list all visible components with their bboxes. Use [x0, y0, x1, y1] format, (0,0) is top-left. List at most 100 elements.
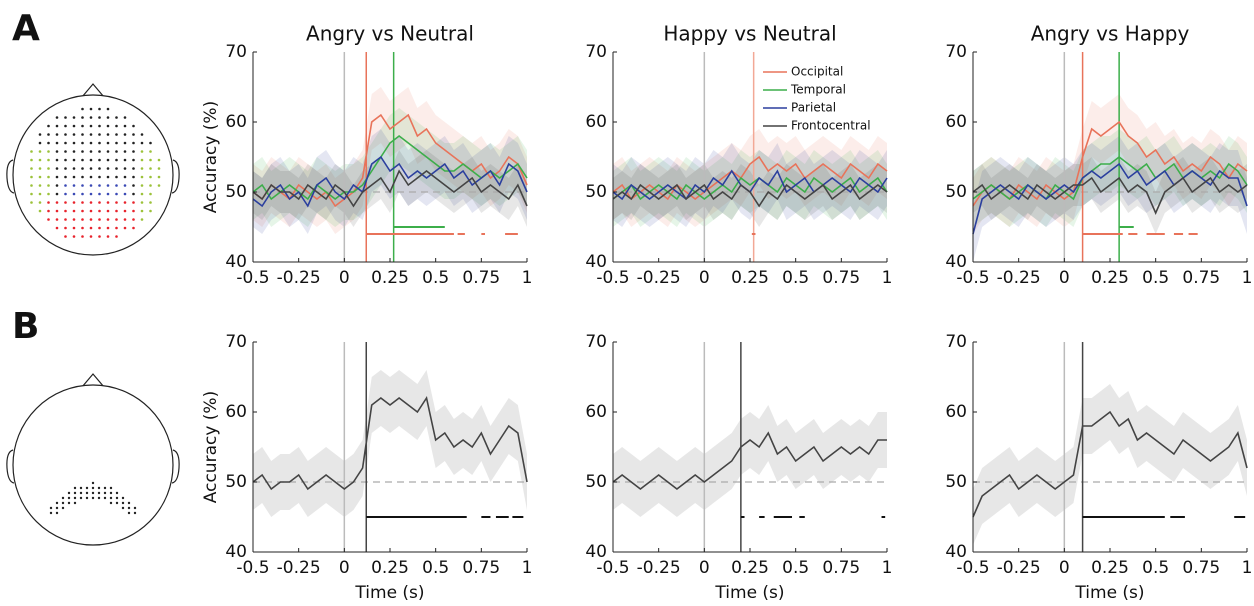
electrode: [98, 116, 101, 119]
electrode: [132, 133, 135, 136]
x-tick-label: -0.25: [277, 268, 321, 288]
electrode: [81, 235, 84, 238]
electrode: [30, 150, 33, 153]
electrode: [47, 141, 50, 145]
electrode: [89, 116, 93, 119]
y-tick-label: 50: [225, 472, 247, 492]
electrode: [123, 184, 127, 187]
electrode: [72, 218, 76, 221]
electrode: [64, 141, 67, 145]
electrode: [72, 192, 76, 196]
electrode: [81, 158, 84, 162]
electrode: [115, 235, 118, 238]
electrode: [157, 184, 161, 187]
electrode: [38, 133, 42, 136]
electrode: [123, 201, 127, 204]
electrode: [55, 501, 59, 505]
chart: 40 50 60 70 -0.5 -0.25 0 0.25 0.5 0.75 1 Time (s) Ac…: [201, 332, 532, 603]
electrode: [72, 175, 76, 179]
electrode: [103, 496, 107, 500]
x-tick-label: -0.5: [596, 268, 629, 288]
electrode: [38, 201, 42, 204]
x-tick-label: 0.75: [1182, 268, 1220, 288]
electrode: [123, 150, 127, 153]
electrode: [123, 124, 127, 128]
electrode: [55, 511, 59, 515]
y-tick-label: 60: [585, 402, 607, 422]
electrode: [127, 506, 131, 510]
electrode: [67, 501, 71, 505]
electrode: [132, 167, 135, 170]
electrode: [55, 192, 59, 196]
electrode: [121, 506, 125, 510]
electrode: [89, 235, 93, 238]
electrode: [72, 235, 76, 238]
electrodes: [30, 107, 161, 238]
series-line: [972, 176, 1248, 216]
x-tick-label: -0.25: [637, 268, 681, 288]
error-band: [973, 94, 1247, 234]
electrode: [140, 218, 144, 221]
ear: [171, 449, 180, 484]
electrode: [121, 501, 125, 505]
electrode: [115, 167, 118, 170]
electrode: [89, 209, 93, 213]
electrode: [109, 496, 113, 500]
electrode: [89, 226, 93, 230]
electrode: [81, 141, 84, 145]
electrode: [89, 192, 93, 196]
electrode: [98, 192, 101, 196]
error-band: [613, 150, 887, 227]
error-band: [973, 136, 1247, 262]
electrode: [55, 167, 59, 170]
x-tick-label: 0.75: [462, 558, 500, 578]
electrode: [106, 201, 110, 204]
ear: [6, 159, 15, 194]
electrode: [72, 158, 76, 162]
series-line: [252, 113, 528, 208]
electrode: [89, 150, 93, 153]
y-axis-label: Accuracy (%): [201, 101, 221, 213]
x-tick-label: 0.25: [731, 558, 769, 578]
electrode: [140, 192, 144, 196]
electrode: [72, 124, 76, 128]
electrode: [115, 192, 118, 196]
electrode: [61, 506, 65, 510]
electrode: [115, 124, 118, 128]
y-tick-label: 40: [585, 252, 607, 272]
electrode: [115, 491, 119, 495]
legend-label: Occipital: [791, 65, 843, 79]
y-tick-label: 70: [225, 332, 247, 352]
electrode: [140, 133, 144, 136]
electrode: [149, 167, 152, 170]
electrode: [38, 184, 42, 187]
electrode: [47, 133, 50, 136]
head-b: [6, 373, 180, 546]
electrode: [106, 158, 110, 162]
electrode: [89, 175, 93, 179]
electrode: [55, 209, 59, 213]
electrode: [47, 158, 50, 162]
electrode: [106, 116, 110, 119]
chart: 40 50 60 70 -0.5 -0.25 0 0.25 0.5 0.75 1 Time (s): [945, 332, 1252, 603]
electrode: [79, 491, 83, 495]
x-tick-label: 1: [522, 558, 533, 578]
electrode: [140, 167, 144, 170]
electrode: [47, 201, 50, 204]
electrode: [81, 201, 84, 204]
x-tick-label: 0: [1059, 268, 1070, 288]
electrode: [47, 167, 50, 170]
electrode: [115, 501, 119, 505]
y-tick-label: 70: [945, 332, 967, 352]
electrode: [115, 116, 118, 119]
electrode: [140, 209, 144, 213]
electrode: [30, 192, 33, 196]
x-tick-label: 0.5: [422, 268, 449, 288]
electrode: [109, 491, 113, 495]
electrode: [121, 496, 125, 500]
x-tick-label: 0: [339, 558, 350, 578]
electrode: [81, 184, 84, 187]
electrode: [149, 150, 152, 153]
electrode: [47, 175, 50, 179]
error-band: [253, 87, 527, 234]
